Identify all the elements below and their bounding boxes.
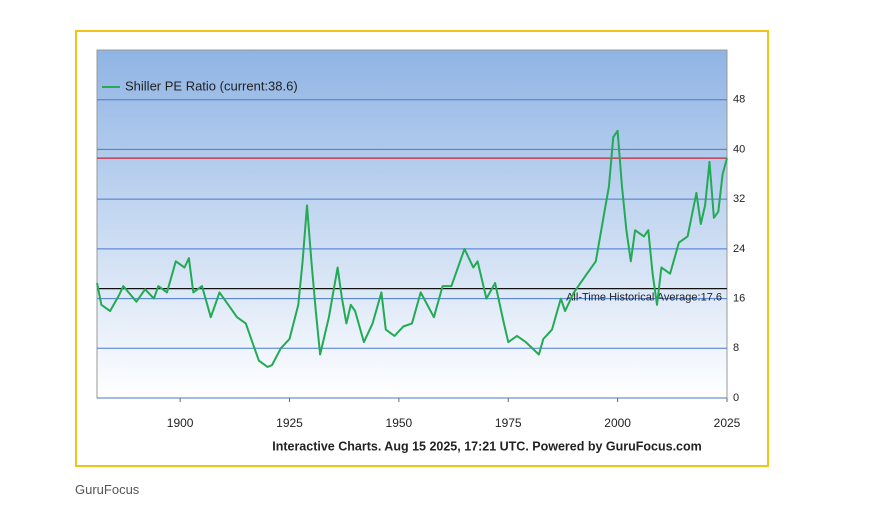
x-tick-label: 1925 xyxy=(276,416,303,430)
x-tick-label: 1950 xyxy=(386,416,413,430)
x-tick-label: 1975 xyxy=(495,416,522,430)
frame xyxy=(75,30,769,467)
x-tick-label: 2000 xyxy=(604,416,631,430)
plot-area xyxy=(96,49,728,399)
legend-label: Shiller PE Ratio (current:38.6) xyxy=(125,78,298,93)
y-tick-label: 0 xyxy=(733,392,739,404)
y-tick-label: 40 xyxy=(733,143,745,155)
reference-label: All-Time Historical Average:17.6 xyxy=(566,292,722,304)
data-line xyxy=(96,129,728,368)
y-tick-label: 32 xyxy=(733,193,745,205)
source-caption: GuruFocus xyxy=(75,482,140,497)
y-tick-label: 16 xyxy=(733,292,745,304)
y-tick-label: 24 xyxy=(733,243,745,255)
x-tick-label: 1900 xyxy=(167,416,194,430)
footer: Interactive Charts. Aug 15 2025, 17:21 U… xyxy=(272,439,702,453)
y-tick-label: 8 xyxy=(733,342,739,354)
x-tick-label: 2025 xyxy=(714,416,741,430)
y-tick-label: 48 xyxy=(733,94,745,106)
